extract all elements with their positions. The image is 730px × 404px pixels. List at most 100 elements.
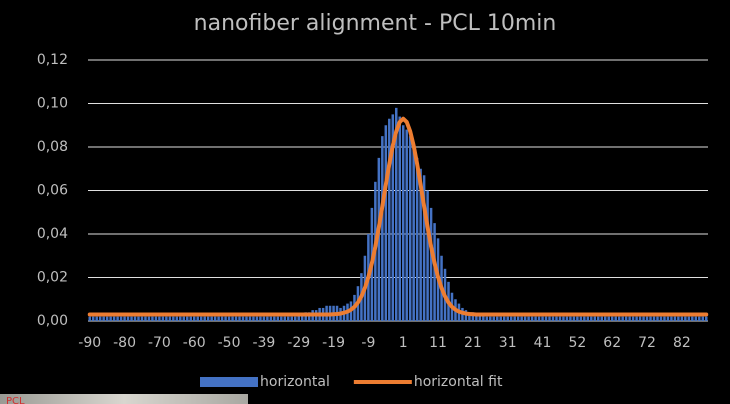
- bar: [621, 317, 624, 321]
- bar: [580, 317, 583, 321]
- bar: [158, 317, 161, 321]
- bar: [412, 147, 415, 321]
- fit-line: [90, 119, 707, 315]
- bar: [681, 317, 684, 321]
- bar: [416, 158, 419, 321]
- bar: [576, 317, 579, 321]
- bar: [217, 317, 220, 321]
- x-tick-label: 1: [399, 335, 408, 351]
- bar: [520, 317, 523, 321]
- bar: [381, 136, 384, 321]
- bar: [116, 317, 119, 321]
- bar: [277, 317, 280, 321]
- bar: [228, 317, 231, 321]
- page: {"chart_data": {"type": "bar", "title": …: [0, 0, 730, 404]
- bar: [531, 317, 534, 321]
- bar: [235, 317, 238, 321]
- bar: [256, 317, 259, 321]
- bar: [618, 317, 621, 321]
- bar: [698, 317, 701, 321]
- bar: [628, 317, 631, 321]
- bar: [95, 317, 98, 321]
- bar: [499, 317, 502, 321]
- legend-label: horizontal fit: [414, 374, 503, 390]
- bar: [179, 317, 182, 321]
- bar: [130, 317, 133, 321]
- bar: [601, 317, 604, 321]
- bar: [245, 317, 248, 321]
- bar: [169, 317, 172, 321]
- bar: [430, 208, 433, 321]
- x-tick-label: -19: [322, 335, 345, 351]
- bar: [677, 317, 680, 321]
- bar: [259, 317, 262, 321]
- x-tick-label: -29: [287, 335, 310, 351]
- bar: [705, 317, 708, 321]
- legend-swatch: [200, 377, 258, 387]
- bar: [635, 317, 638, 321]
- bar: [632, 317, 635, 321]
- bar: [294, 317, 297, 321]
- bar: [99, 317, 102, 321]
- bar: [193, 317, 196, 321]
- bar: [102, 317, 105, 321]
- x-tick-label: 21: [464, 335, 482, 351]
- bar: [559, 317, 562, 321]
- x-tick-label: -70: [148, 335, 171, 351]
- bar: [604, 317, 607, 321]
- bar: [207, 317, 210, 321]
- bar: [594, 317, 597, 321]
- bar: [189, 317, 192, 321]
- bar: [527, 317, 530, 321]
- x-tick-label: 52: [568, 335, 586, 351]
- x-tick-label: 11: [429, 335, 447, 351]
- bar: [534, 317, 537, 321]
- legend-label: horizontal: [260, 374, 330, 390]
- x-tick-label: -60: [183, 335, 206, 351]
- x-tick-label: -80: [113, 335, 136, 351]
- bar: [249, 317, 252, 321]
- bar: [231, 317, 234, 321]
- bar: [656, 317, 659, 321]
- bar: [284, 317, 287, 321]
- bar: [695, 317, 698, 321]
- bar: [109, 317, 112, 321]
- bar: [263, 317, 266, 321]
- bar: [587, 317, 590, 321]
- y-tick-label: 0,06: [37, 183, 68, 199]
- bar: [702, 317, 705, 321]
- x-tick-label: -39: [252, 335, 275, 351]
- bar: [402, 125, 405, 321]
- bar: [555, 317, 558, 321]
- bar: [273, 317, 276, 321]
- bar: [607, 317, 610, 321]
- bar: [151, 317, 154, 321]
- inset-label: PCL: [6, 396, 25, 404]
- bar: [141, 317, 144, 321]
- bar: [266, 317, 269, 321]
- bar: [238, 317, 241, 321]
- bar: [517, 317, 520, 321]
- bar: [155, 317, 158, 321]
- bar: [524, 317, 527, 321]
- bar: [506, 317, 509, 321]
- bar: [513, 317, 516, 321]
- bar: [252, 317, 255, 321]
- bar: [663, 317, 666, 321]
- bar: [566, 317, 569, 321]
- bar: [538, 317, 541, 321]
- bar: [691, 317, 694, 321]
- bar: [625, 317, 628, 321]
- bar: [242, 317, 245, 321]
- x-tick-label: 41: [534, 335, 552, 351]
- bar: [176, 317, 179, 321]
- bar: [210, 317, 213, 321]
- bar: [162, 317, 165, 321]
- bar: [148, 317, 151, 321]
- bar: [614, 317, 617, 321]
- bar: [548, 317, 551, 321]
- bar: [398, 117, 401, 321]
- bar: [127, 317, 130, 321]
- x-tick-label: -9: [361, 335, 375, 351]
- bar: [489, 317, 492, 321]
